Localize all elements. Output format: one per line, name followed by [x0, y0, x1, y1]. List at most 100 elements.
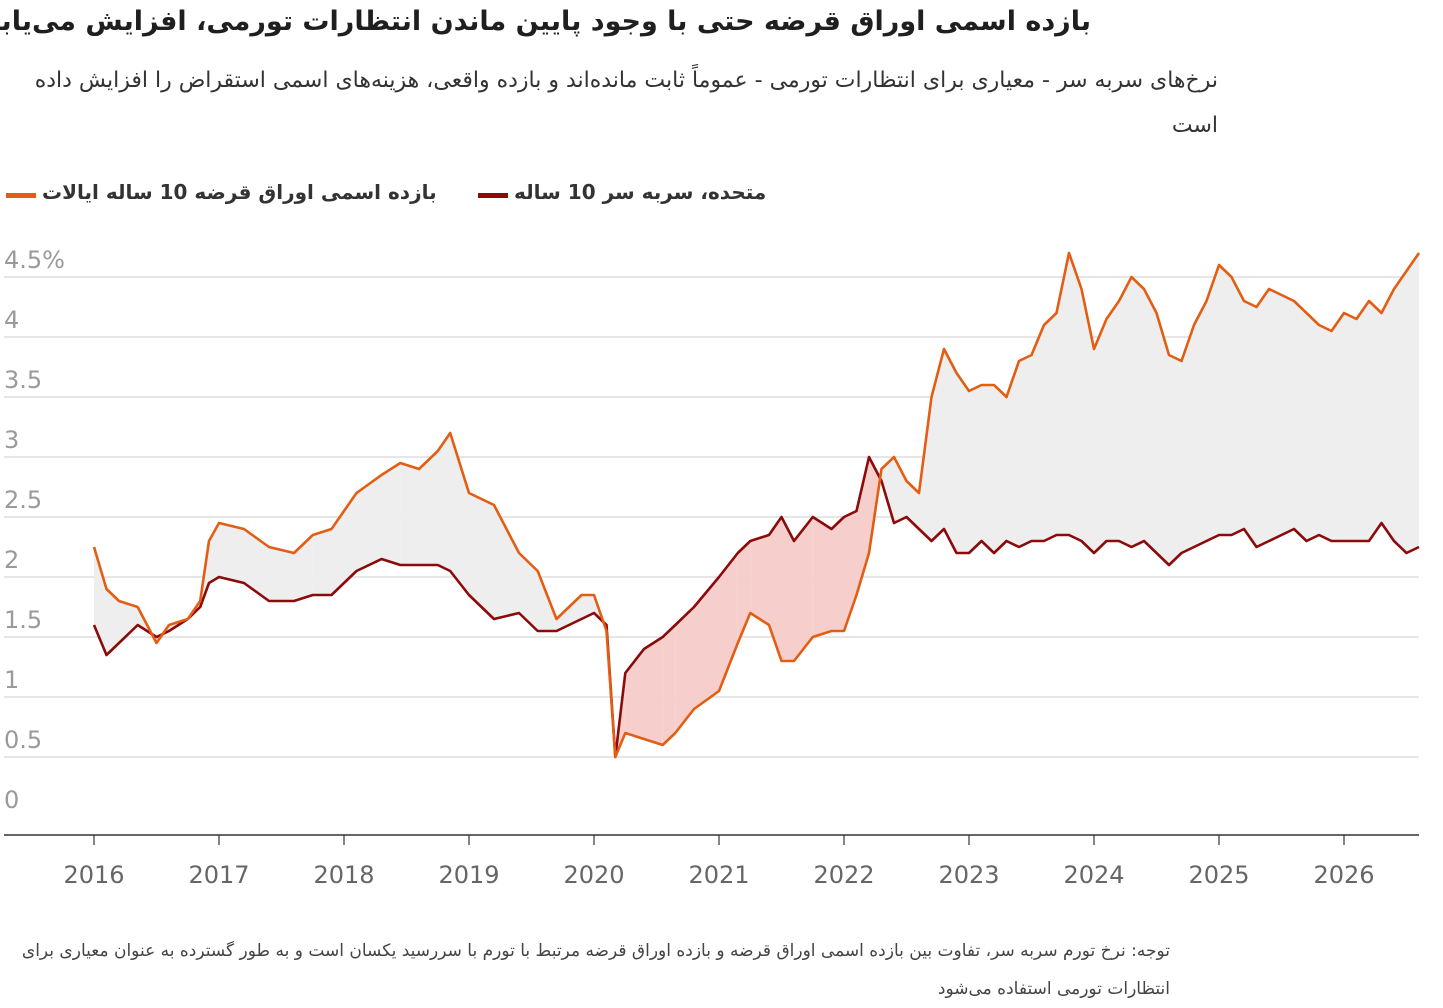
gap-fill-positive [269, 547, 294, 601]
y-tick-label: 4 [4, 306, 19, 334]
gap-fill-positive [1094, 319, 1107, 553]
gap-fill-positive [1281, 295, 1294, 535]
series-lines [92, 251, 1421, 759]
gap-fill-positive [881, 457, 894, 523]
gap-fill-negative [781, 517, 794, 661]
gap-fill-negative [812, 517, 832, 637]
gap-fill-positive [1119, 277, 1132, 547]
gap-fill-positive [1169, 355, 1182, 565]
legend-swatch-breakeven [478, 193, 508, 198]
gap-fill-positive [1206, 265, 1219, 541]
gap-fill-positive [294, 535, 313, 601]
gap-fill-positive [450, 433, 469, 595]
gap-fill-positive [94, 547, 107, 655]
gap-fill-positive [994, 385, 1007, 553]
gap-fill-positive [969, 385, 982, 553]
gap-fill-positive [1369, 301, 1382, 541]
legend: بازده اسمی اوراق قرضه 10 ساله ایالات متح… [0, 180, 1443, 210]
x-axis-labels: 2016 2017 2018 2019 2020 2021 2022 2023 2024 2025… [63, 861, 1374, 889]
y-tick-label: 2.5 [4, 486, 42, 514]
x-tick-label: 2024 [1063, 861, 1124, 889]
y-tick-label: 3 [4, 426, 19, 454]
gap-fill-positive [894, 457, 907, 523]
y-tick-label: 3.5 [4, 366, 42, 394]
gap-fill-positive [1006, 361, 1019, 547]
gap-fill-positive [1344, 313, 1357, 541]
x-tick-label: 2019 [438, 861, 499, 889]
chart-title: بازده اسمی اوراق قرضه حتی با وجود پایین … [0, 6, 1091, 37]
gap-fill-positive [1231, 277, 1244, 535]
gap-fill-positive [1331, 313, 1344, 541]
x-axis [4, 834, 1419, 845]
gap-fill-positive [1406, 253, 1419, 553]
gap-fill-positive [581, 595, 594, 619]
gap-fill-positive [312, 529, 332, 595]
gap-fill-positive [981, 385, 994, 553]
series-line-nominal [92, 251, 1421, 759]
legend-label-breakeven: متحده، سربه سر 10 ساله [514, 180, 767, 204]
gap-fill-positive [1256, 289, 1269, 547]
x-tick-label: 2023 [938, 861, 999, 889]
gap-fill-positive [400, 463, 419, 565]
y-tick-label: 2 [4, 546, 19, 574]
gap-fill-positive [1319, 325, 1332, 541]
y-axis-labels: 0 0.5 1 1.5 2 2.5 3 3.5 4 4.5% [4, 246, 65, 814]
y-tick-label: 1 [4, 666, 19, 694]
gap-fill-positive [119, 601, 138, 643]
gap-fill-negative [769, 517, 782, 661]
x-tick-label: 2026 [1313, 861, 1374, 889]
x-tick-label: 2022 [813, 861, 874, 889]
gap-fill-positive [494, 505, 519, 619]
x-tick-label: 2021 [688, 861, 749, 889]
gap-fill-positive [1181, 325, 1194, 553]
gap-fill-negative [750, 535, 769, 625]
x-tick-label: 2025 [1188, 861, 1249, 889]
gap-fill-positive [1294, 301, 1307, 541]
gap-fill-positive [1219, 265, 1232, 535]
y-tick-label: 1.5 [4, 606, 42, 634]
gap-fill-positive [106, 589, 119, 655]
gap-fill-positive [919, 397, 932, 541]
x-tick-label: 2017 [188, 861, 249, 889]
gap-fill-positive [1081, 289, 1094, 553]
gap-fill-positive [381, 463, 401, 565]
y-tick-label: 0.5 [4, 726, 42, 754]
y-tick-label: 4.5% [4, 246, 65, 274]
gap-fill-positive [1244, 301, 1257, 547]
footnote: توجه: نرخ تورم سربه سر، تفاوت بین بازده … [21, 941, 1170, 999]
gap-fill-positive [944, 349, 957, 553]
gap-fill-positive [437, 433, 451, 571]
gap-fill-positive [1044, 313, 1057, 541]
gap-fill-positive [1144, 289, 1157, 553]
gap-fill-negative [644, 637, 663, 745]
gap-fill [94, 253, 1419, 757]
gap-fill-positive [1394, 271, 1407, 553]
x-tick-label: 2020 [563, 861, 624, 889]
gap-fill-positive [1106, 301, 1119, 541]
gap-fill-positive [1019, 355, 1032, 547]
gap-fill-positive [219, 523, 244, 583]
x-tick-label: 2016 [63, 861, 124, 889]
x-tick-label: 2018 [313, 861, 374, 889]
gap-fill-negative [675, 607, 694, 733]
legend-swatch-nominal [6, 193, 36, 198]
gap-fill-negative [625, 649, 644, 739]
chart-plot: 00.511.522.533.544.5% 2016 2017 2018 2019 20… [4, 246, 1421, 889]
gap-fill-positive [906, 481, 919, 529]
gap-fill-positive [1056, 253, 1069, 535]
gap-fill-positive [469, 493, 494, 619]
gap-fill-negative [719, 553, 738, 691]
gap-fill-positive [356, 475, 382, 571]
gap-fill-positive [1131, 277, 1144, 547]
gap-fill-negative [831, 517, 844, 631]
gap-fill-positive [331, 493, 357, 595]
gap-fill-positive [1069, 253, 1082, 541]
gap-fill-positive [1269, 289, 1282, 541]
gap-fill-positive [1381, 289, 1394, 541]
gap-fill-positive [1031, 325, 1044, 541]
gap-fill-positive [519, 553, 538, 631]
gap-fill-positive [1306, 313, 1319, 541]
gap-fill-positive [1194, 301, 1207, 547]
gap-fill-positive [419, 451, 438, 565]
gap-fill-positive [1356, 301, 1369, 541]
